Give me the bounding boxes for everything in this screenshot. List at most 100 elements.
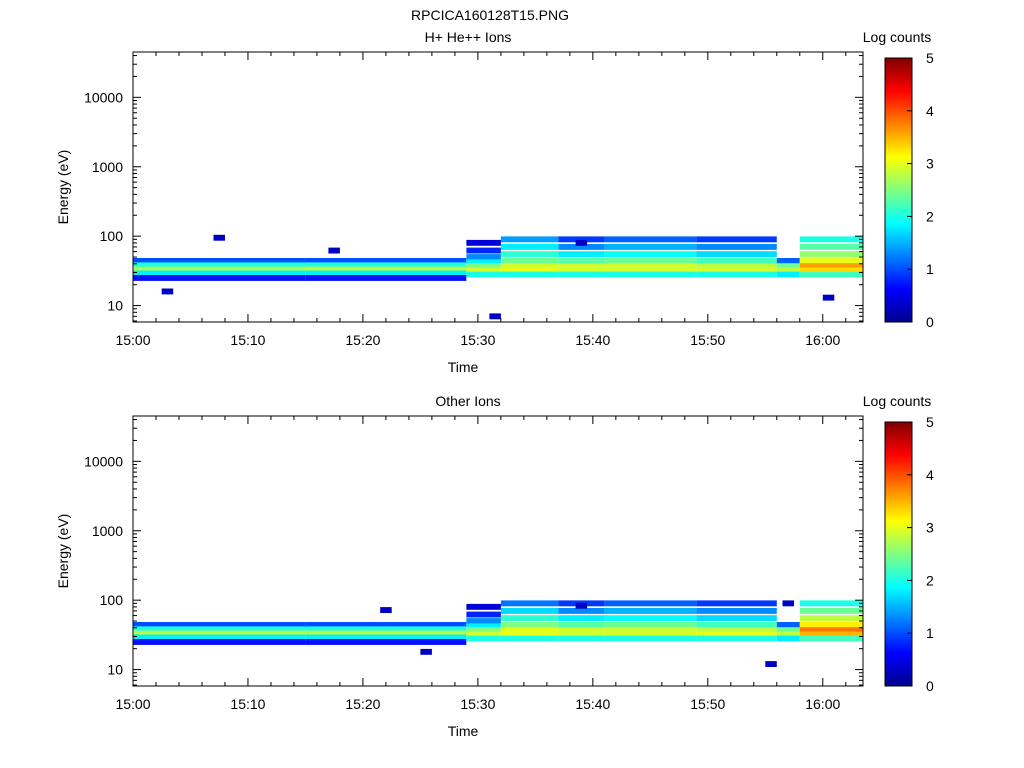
- x-tick-label: 15:30: [460, 696, 495, 712]
- heatmap-cell: [604, 267, 697, 274]
- heatmap-cell: [776, 627, 800, 634]
- plot-frame: [132, 415, 864, 687]
- heatmap-cells: [133, 234, 863, 320]
- heatmap-cell: [133, 626, 306, 633]
- heatmap-cell: [696, 622, 777, 628]
- heatmap-cell: [799, 267, 863, 274]
- heatmap-cell: [466, 611, 501, 618]
- panel-title: H+ He++ Ions: [425, 29, 512, 45]
- heatmap-cell: [500, 627, 559, 634]
- heatmap-cell: [799, 263, 863, 270]
- heatmap-cell: [696, 635, 777, 642]
- colorbar-tick-label: 5: [926, 50, 934, 66]
- heatmap-cell: [604, 258, 697, 264]
- y-tick-label: 100: [100, 228, 124, 244]
- heatmap-cell: [133, 275, 306, 281]
- heatmap-cell: [500, 263, 559, 270]
- y-tick-label: 10: [107, 662, 123, 678]
- heatmap-cell: [696, 263, 777, 270]
- heatmap-cell: [696, 615, 777, 622]
- x-tick-label: 15:50: [690, 332, 725, 348]
- heatmap-cell: [133, 634, 306, 641]
- heatmap-cell: [696, 631, 777, 638]
- heatmap-cell: [466, 618, 501, 624]
- heatmap-cell: [500, 635, 559, 642]
- x-tick-label: 15:20: [345, 696, 380, 712]
- panel-other-ions: Other Ions 15:00 15:10 15:20 15:30 15:40 15:50…: [55, 393, 934, 739]
- colorbar-tick-label: 4: [926, 467, 934, 483]
- heatmap-cell: [799, 635, 863, 642]
- heatmap-cell: [799, 271, 863, 278]
- heatmap-cell: [558, 263, 605, 270]
- panel-title: Other Ions: [435, 393, 500, 409]
- colorbar-label: Log counts: [863, 29, 932, 45]
- x-tick-label: 15:50: [690, 696, 725, 712]
- heatmap-cell: [500, 267, 559, 274]
- heatmap-cells: [133, 600, 863, 667]
- y-tick-label: 10000: [84, 453, 123, 469]
- heatmap-cell: [696, 271, 777, 278]
- heatmap-cell: [500, 600, 559, 607]
- heatmap-cell: [500, 631, 559, 638]
- heatmap-cell: [604, 263, 697, 270]
- heatmap-cell: [305, 634, 467, 641]
- y-tick-label: 1000: [92, 523, 123, 539]
- x-tick-label: 15:40: [575, 332, 610, 348]
- heatmap-cell: [604, 608, 697, 614]
- colorbar: [884, 421, 913, 687]
- heatmap-cell: [133, 258, 306, 264]
- y-tick-label: 10000: [84, 89, 123, 105]
- heatmap-cell: [133, 630, 306, 637]
- heatmap-cell: [604, 236, 697, 243]
- heatmap-cell: [799, 631, 863, 638]
- heatmap-cell: [558, 627, 605, 634]
- heatmap-cell: [604, 635, 697, 642]
- heatmap-cell: [305, 630, 467, 637]
- heatmap-cell: [500, 615, 559, 622]
- y-tick-label: 10: [107, 298, 123, 314]
- heatmap-cell: [466, 623, 501, 630]
- heatmap-cell: [776, 622, 800, 628]
- heatmap-cell: [500, 608, 559, 614]
- heatmap-cell: [500, 622, 559, 628]
- colorbar: [884, 57, 913, 323]
- plot-frame: [132, 51, 864, 323]
- heatmap-cell: [305, 626, 467, 633]
- heatmap-cell: [776, 267, 800, 274]
- heatmap-cell: [776, 635, 800, 642]
- heatmap-cell: [133, 266, 306, 273]
- heatmap-cell: [696, 267, 777, 274]
- heatmap-cell: [604, 615, 697, 622]
- x-tick-label: 16:00: [805, 332, 840, 348]
- heatmap-cell: [161, 288, 174, 295]
- colorbar-tick-label: 0: [926, 678, 934, 694]
- x-tick-label: 15:00: [115, 696, 150, 712]
- x-axis-label: Time: [448, 723, 479, 739]
- heatmap-cell: [558, 615, 605, 622]
- heatmap-cell: [466, 627, 501, 634]
- heatmap-cell: [558, 244, 605, 250]
- heatmap-cell: [558, 258, 605, 264]
- figure-title: RPCICA160128T15.PNG: [411, 7, 569, 23]
- colorbar-tick-label: 5: [926, 414, 934, 430]
- heatmap-cell: [380, 607, 392, 613]
- heatmap-cell: [799, 258, 863, 264]
- heatmap-cell: [133, 639, 306, 645]
- heatmap-cell: [558, 267, 605, 274]
- x-tick-label: 15:00: [115, 332, 150, 348]
- colorbar-tick-label: 2: [926, 572, 934, 588]
- heatmap-cell: [558, 271, 605, 278]
- heatmap-cell: [558, 635, 605, 642]
- heatmap-cell: [305, 270, 467, 277]
- y-tick-label: 100: [100, 592, 124, 608]
- heatmap-cell: [305, 266, 467, 273]
- x-axis-label: Time: [448, 359, 479, 375]
- heatmap-cell: [696, 608, 777, 614]
- heatmap-cell: [604, 600, 697, 607]
- heatmap-cell: [604, 271, 697, 278]
- heatmap-cell: [696, 600, 777, 607]
- heatmap-cell: [604, 627, 697, 634]
- heatmap-cell: [604, 244, 697, 250]
- heatmap-cell: [500, 258, 559, 264]
